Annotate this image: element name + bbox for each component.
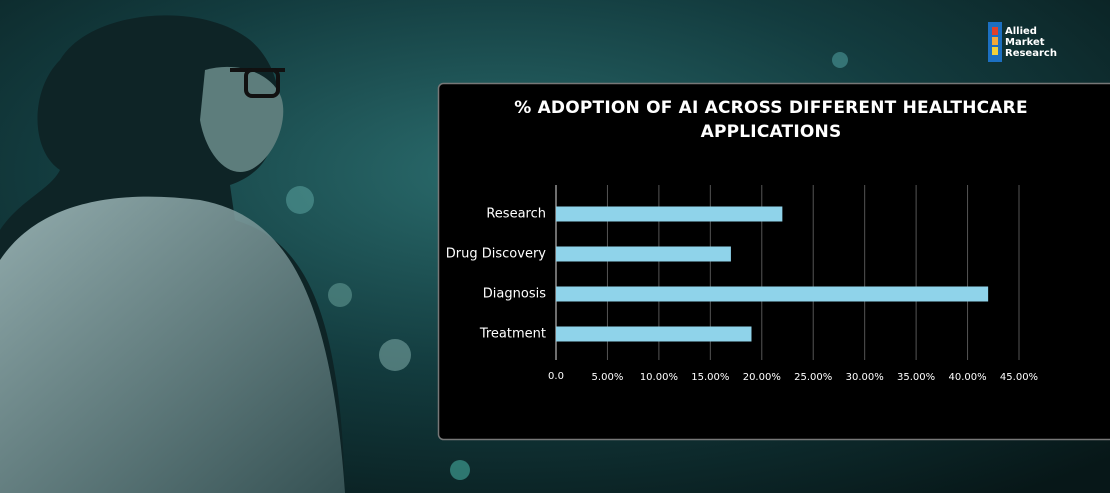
x-tick-label: 40.00%	[948, 372, 986, 383]
x-tick-label: 30.00%	[846, 372, 884, 383]
x-tick-label: 10.00%	[640, 372, 678, 383]
x-tick-label: 45.00%	[1000, 372, 1038, 383]
chart-title: % ADOPTION OF AI ACROSS DIFFERENT HEALTH…	[514, 98, 1028, 142]
x-tick-label: 0.0	[548, 371, 564, 382]
logo: Allied Market Research	[988, 22, 1057, 62]
x-tick-label: 20.00%	[743, 372, 781, 383]
logo-text: Market	[1005, 37, 1045, 48]
bar	[556, 246, 731, 262]
bar	[556, 286, 989, 302]
x-tick-label: 15.00%	[691, 372, 729, 383]
person	[0, 15, 345, 493]
logo-text: Allied	[1005, 26, 1037, 37]
bar	[556, 326, 752, 342]
y-tick-label: Drug Discovery	[446, 247, 547, 262]
y-tick-label: Research	[486, 207, 546, 222]
x-tick-label: 5.00%	[592, 372, 624, 383]
bar	[556, 206, 783, 222]
x-tick-label: 35.00%	[897, 372, 935, 383]
chart-panel	[437, 82, 1110, 441]
x-tick-label: 25.00%	[794, 372, 832, 383]
y-tick-label: Diagnosis	[483, 287, 546, 302]
y-tick-label: Treatment	[479, 327, 546, 342]
logo-text: Research	[1005, 48, 1057, 59]
plot: 0.0 5.00% 10.00% 15.00% 20.00% 25.00% 30.00% 35…	[446, 185, 1038, 383]
